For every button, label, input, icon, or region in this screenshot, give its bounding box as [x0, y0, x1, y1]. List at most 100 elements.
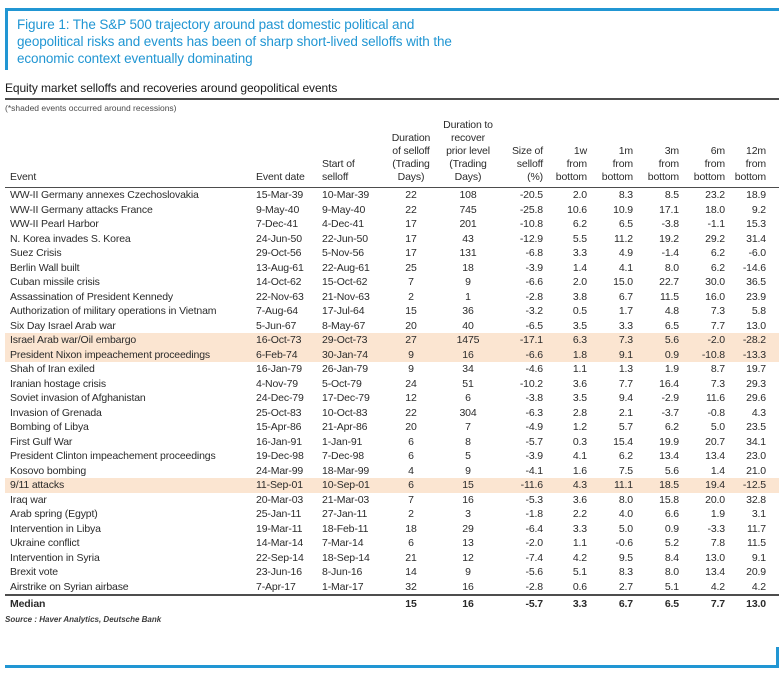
cell-3m-from-bottom: 5.6: [637, 333, 683, 348]
cell-3m-from-bottom: 8.0: [664, 261, 679, 274]
cell-duration-selloff: 15: [405, 305, 417, 317]
cell-6m-from-bottom: 8.7: [710, 363, 725, 375]
cell-12m-from-bottom: 15.3: [746, 218, 766, 230]
table-row: Invasion of Grenada 25-Oct-83 10-Oct-83 …: [5, 406, 779, 421]
col-header-1m-from-bottom: 1m from bottom: [591, 119, 637, 188]
cell-12m-from-bottom: 5.8: [751, 305, 766, 317]
cell-start-of-selloff: 18-Feb-11: [322, 522, 369, 535]
cell-1w-from-bottom: 4.3: [547, 478, 591, 493]
median-1m: 6.7: [591, 594, 637, 612]
cell-event-date: 22-Nov-63: [256, 290, 304, 303]
cell-event: First Gulf War: [10, 435, 73, 448]
cell-6m-from-bottom: 7.7: [710, 319, 725, 332]
cell-size-of-selloff: -17.1: [501, 333, 547, 348]
cell-duration-recover: 1475: [435, 333, 501, 348]
cell-3m-from-bottom: 4.8: [664, 305, 679, 317]
cell-event: Berlin Wall built: [10, 261, 80, 274]
cell-1w-from-bottom: 6.3: [547, 333, 591, 348]
cell-event-date: 19-Dec-98: [256, 450, 304, 462]
cell-event-date: 7-Dec-41: [256, 218, 298, 230]
cell-event: Brexit vote: [10, 566, 58, 578]
table-row: Shah of Iran exiled 16-Jan-79 26-Jan-79 …: [5, 362, 779, 377]
source-note: Source : Haver Analytics, Deutsche Bank: [5, 615, 162, 624]
cell-event-date: 16-Jan-91: [256, 435, 302, 448]
cell-12m-from-bottom: 29.6: [746, 392, 766, 404]
table-row: Kosovo bombing 24-Mar-99 18-Mar-99 4 9 -…: [5, 464, 779, 479]
median-empty-cell: [251, 594, 317, 612]
cell-start-of-selloff: 26-Jan-79: [322, 363, 368, 375]
cell-duration-recover: 43: [462, 232, 474, 245]
cell-1m-from-bottom: 7.5: [618, 464, 633, 477]
cell-duration-selloff: 17: [405, 232, 417, 245]
cell-event: Bombing of Libya: [10, 421, 89, 433]
cell-duration-recover: 201: [459, 218, 477, 230]
cell-start-of-selloff: 7-Dec-98: [322, 450, 364, 462]
cell-event-date: 9-May-40: [256, 203, 300, 216]
table-row: President Clinton impeachement proceedin…: [5, 449, 779, 464]
cell-start-of-selloff: 5-Nov-56: [322, 247, 364, 259]
cell-duration-recover: 36: [462, 305, 474, 317]
cell-size-of-selloff: -2.8: [525, 580, 544, 593]
cell-duration-recover: 13: [462, 537, 474, 549]
cell-start-of-selloff: 1-Jan-91: [322, 435, 363, 448]
cell-3m-from-bottom: 5.6: [664, 464, 679, 477]
cell-1w-from-bottom: 10.6: [567, 203, 587, 216]
cell-6m-from-bottom: 18.0: [705, 203, 725, 216]
median-3m: 6.5: [637, 594, 683, 612]
cell-size-of-selloff: -5.6: [525, 566, 544, 578]
cell-1w-from-bottom: 4.2: [572, 551, 587, 564]
cell-event: N. Korea invades S. Korea: [10, 232, 131, 245]
cell-start-of-selloff: 8-May-67: [322, 319, 366, 332]
cell-1m-from-bottom: 7.7: [618, 377, 633, 390]
cell-duration-recover: 29: [462, 522, 474, 535]
cell-start-of-selloff: 22-Aug-61: [322, 261, 370, 274]
cell-duration-selloff: 4: [408, 464, 414, 477]
cell-size-of-selloff: -25.8: [519, 203, 543, 216]
cell-duration-recover: 16: [462, 580, 474, 593]
cell-1w-from-bottom: 4.1: [572, 450, 587, 462]
cell-1m-from-bottom: 3.3: [618, 319, 633, 332]
cell-3m-from-bottom: 16.4: [659, 377, 679, 390]
cell-start-of-selloff: 17-Dec-79: [322, 392, 370, 404]
cell-start-of-selloff: 29-Oct-73: [317, 333, 387, 348]
cell-6m-from-bottom: 13.4: [705, 450, 725, 462]
cell-1m-from-bottom: 8.3: [618, 189, 633, 201]
cell-duration-selloff: 32: [405, 580, 417, 593]
cell-event-date: 15-Mar-39: [256, 189, 304, 201]
cell-6m-from-bottom: 23.2: [705, 189, 725, 201]
cell-duration-recover: 16: [435, 347, 501, 362]
cell-event-date: 7-Apr-17: [256, 580, 296, 593]
cell-start-of-selloff: 17-Jul-64: [322, 305, 365, 317]
cell-3m-from-bottom: 18.5: [637, 478, 683, 493]
cell-1m-from-bottom: 4.0: [618, 508, 633, 520]
table-row: Intervention in Syria 22-Sep-14 18-Sep-1…: [5, 551, 779, 566]
cell-1w-from-bottom: 3.6: [572, 377, 587, 390]
median-label: Median: [5, 594, 251, 612]
cell-1m-from-bottom: 11.2: [613, 232, 633, 245]
cell-event-date: 19-Mar-11: [256, 522, 303, 535]
cell-1m-from-bottom: 5.7: [618, 421, 633, 433]
table-row: Assassination of President Kennedy 22-No…: [5, 290, 779, 305]
cell-size-of-selloff: -11.6: [501, 478, 547, 493]
cell-6m-from-bottom: 30.0: [705, 276, 725, 288]
cell-6m-from-bottom: 1.4: [710, 464, 725, 477]
table-row: Iranian hostage crisis 4-Nov-79 5-Oct-79…: [5, 377, 779, 392]
cell-size-of-selloff: -1.8: [525, 508, 544, 520]
cell-1w-from-bottom: 3.6: [572, 493, 587, 506]
cell-event-date: 14-Oct-62: [256, 276, 302, 288]
cell-duration-selloff: 6: [408, 537, 414, 549]
table-row: Brexit vote 23-Jun-16 8-Jun-16 14 9 -5.6…: [5, 565, 779, 580]
table-row: First Gulf War 16-Jan-91 1-Jan-91 6 8 -5…: [5, 435, 779, 450]
cell-duration-selloff: 9: [387, 347, 435, 362]
cell-duration-selloff: 6: [408, 435, 414, 448]
cell-start-of-selloff: 10-Oct-83: [322, 406, 368, 419]
cell-event-date: 13-Aug-61: [256, 261, 304, 274]
cell-12m-from-bottom: -12.5: [729, 478, 779, 493]
events-table: Event Event date Start of selloff Durati…: [5, 119, 779, 612]
cell-event-date: 24-Dec-79: [256, 392, 304, 404]
cell-event: Cuban missile crisis: [10, 276, 100, 288]
cell-event: Arab spring (Egypt): [10, 508, 98, 520]
cell-duration-recover: 9: [465, 566, 471, 578]
table-row: Iraq war 20-Mar-03 21-Mar-03 7 16 -5.3 3…: [5, 493, 779, 508]
cell-event: Airstrike on Syrian airbase: [10, 580, 129, 593]
